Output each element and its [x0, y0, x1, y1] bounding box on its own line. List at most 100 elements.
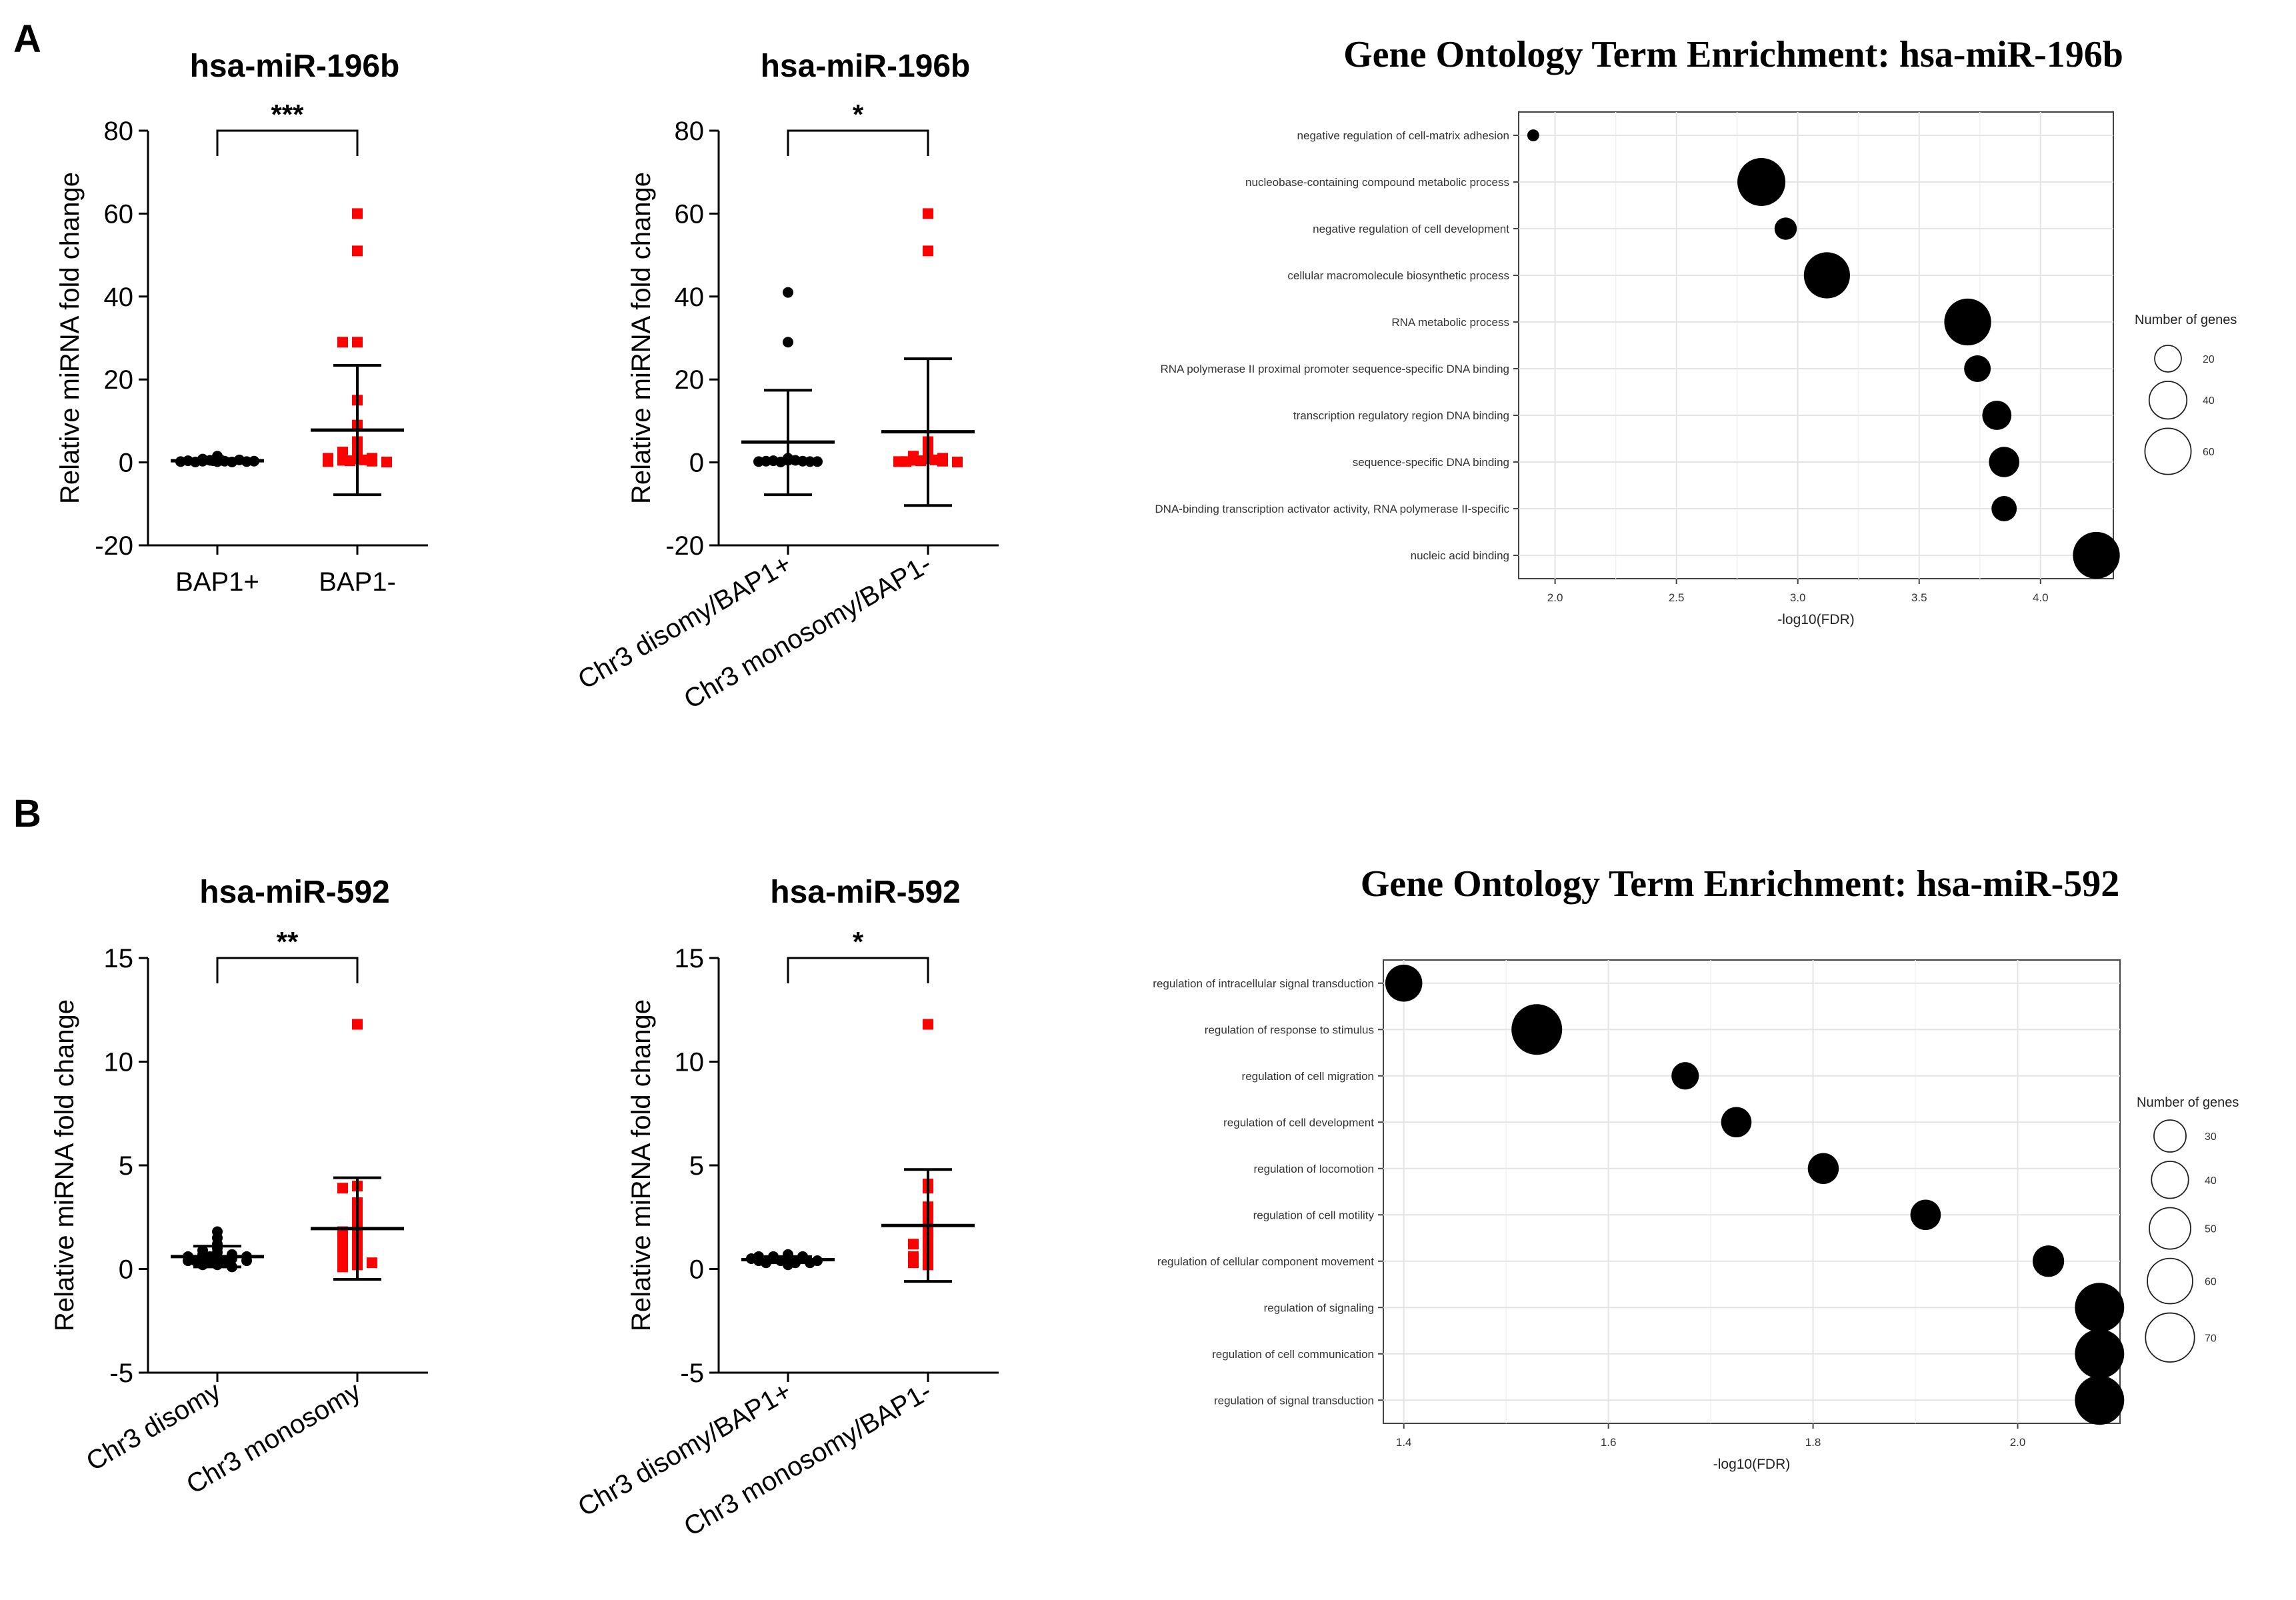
- legend-key: [2154, 345, 2182, 373]
- data-point: [930, 454, 941, 465]
- y-tick-label: 0: [119, 1255, 133, 1285]
- x-tick-label: 3.0: [1790, 591, 1806, 604]
- go-term-label: regulation of cell development: [1223, 1116, 1374, 1129]
- bubble: [2075, 1375, 2125, 1425]
- legend-label: 60: [2205, 1277, 2217, 1288]
- significance-bracket: [787, 957, 929, 983]
- y-tick-label: 20: [675, 365, 705, 395]
- bubble: [1944, 298, 1991, 346]
- legend-key: [2153, 1119, 2187, 1153]
- data-point: [367, 1257, 377, 1269]
- bubble: [1721, 1107, 1752, 1138]
- group-1: [311, 1019, 404, 1281]
- bubble: [1807, 1153, 1839, 1184]
- bubble: [1982, 401, 2012, 430]
- data-point: [901, 456, 911, 467]
- legend-key: [2147, 1257, 2193, 1305]
- x-tick-label: 1.6: [1601, 1436, 1617, 1449]
- bubble-chart-go2: Gene Ontology Term Enrichment: hsa-miR-5…: [1153, 863, 2239, 1472]
- group-1: [311, 208, 404, 497]
- data-point: [952, 456, 963, 467]
- legend-label: 40: [2205, 1175, 2217, 1187]
- chart-title: Gene Ontology Term Enrichment: hsa-miR-5…: [1361, 863, 2120, 905]
- bubble: [1910, 1199, 1941, 1231]
- dotplot-b1: hsa-miR-592 -5 0 5 10 15 Relative miRNA fold c…: [50, 875, 428, 1500]
- bubble: [2075, 1283, 2125, 1333]
- data-point: [337, 337, 348, 348]
- go-term-label: regulation of response to stimulus: [1205, 1023, 1374, 1036]
- bubble: [1991, 496, 2017, 521]
- legend-title: Number of genes: [2135, 313, 2237, 327]
- x-tick-label: 1.8: [1805, 1436, 1821, 1449]
- data-point: [783, 287, 793, 298]
- group-1: [881, 1019, 975, 1283]
- group-0: [741, 287, 835, 497]
- go-term-label: negative regulation of cell-matrix adhes…: [1297, 129, 1509, 142]
- y-tick-label: 0: [119, 449, 133, 478]
- data-point: [783, 337, 793, 348]
- bubble: [1803, 252, 1850, 299]
- bubble: [1671, 1062, 1699, 1090]
- x-tick-label: Chr3 monosomy/BAP1-: [679, 1377, 937, 1542]
- legend-key: [2151, 1161, 2189, 1199]
- x-axis-label: -log10(FDR): [1713, 1457, 1791, 1472]
- y-tick-label: 0: [689, 1255, 704, 1285]
- y-tick-label: 10: [104, 1048, 134, 1077]
- bubble: [1511, 1004, 1563, 1055]
- bubble: [2073, 531, 2120, 579]
- data-point: [923, 1019, 933, 1030]
- x-tick-label: BAP1+: [175, 567, 259, 597]
- data-point: [790, 455, 801, 466]
- legend-key: [2144, 427, 2192, 475]
- chart-title: hsa-miR-196b: [190, 49, 400, 84]
- y-axis-label: Relative miRNA fold change: [55, 172, 85, 504]
- significance-label: *: [853, 99, 864, 130]
- data-point: [345, 455, 355, 467]
- significance-label: *: [853, 926, 864, 957]
- y-tick-label: 80: [104, 117, 134, 146]
- y-tick-label: 15: [104, 944, 134, 973]
- bubble: [1527, 129, 1539, 141]
- data-point: [775, 456, 786, 467]
- legend-label: 70: [2205, 1333, 2217, 1344]
- group-0: [171, 451, 264, 467]
- y-tick-label: 60: [675, 199, 705, 229]
- go-term-label: nucleobase-containing compound metabolic…: [1245, 176, 1509, 189]
- x-tick-label: 2.5: [1669, 591, 1685, 604]
- go-term-label: regulation of intracellular signal trans…: [1153, 977, 1374, 990]
- data-point: [352, 337, 363, 348]
- go-term-label: sequence-specific DNA binding: [1353, 456, 1509, 469]
- x-tick-label: 1.4: [1396, 1436, 1412, 1449]
- x-tick-label: 2.0: [1547, 591, 1563, 604]
- y-axis-label: Relative miRNA fold change: [627, 999, 656, 1331]
- data-point: [352, 208, 363, 219]
- data-point: [923, 208, 933, 219]
- data-point: [805, 456, 815, 467]
- data-point: [337, 1261, 348, 1273]
- y-tick-label: 80: [675, 117, 705, 146]
- y-axis-label: Relative miRNA fold change: [627, 172, 656, 504]
- group-0: [171, 1226, 264, 1273]
- go-term-label: transcription regulatory region DNA bind…: [1293, 409, 1509, 422]
- y-tick-label: 40: [104, 283, 134, 312]
- x-tick-label: 2.0: [2010, 1436, 2026, 1449]
- go-term-label: cellular macromolecule biosynthetic proc…: [1287, 269, 1509, 282]
- significance-bracket: [216, 957, 359, 983]
- go-term-label: regulation of cellular component movemen…: [1157, 1255, 1374, 1268]
- data-point: [359, 454, 370, 465]
- x-tick-label: 3.5: [1911, 591, 1927, 604]
- significance-bracket: [216, 129, 359, 156]
- bubble: [1737, 158, 1786, 206]
- dotplot-a1: hsa-miR-196b -20 0 20 40 60 80 Relative miRNA f…: [55, 49, 428, 597]
- legend-key: [2149, 1207, 2191, 1250]
- data-point: [923, 245, 933, 257]
- legend-label: 30: [2205, 1131, 2217, 1143]
- bubble: [2032, 1245, 2065, 1277]
- go-term-label: negative regulation of cell development: [1313, 223, 1509, 235]
- bubble: [1385, 964, 1423, 1002]
- data-point: [812, 456, 823, 467]
- data-point: [352, 245, 363, 257]
- bubble: [2075, 1329, 2125, 1379]
- chart-title: hsa-miR-592: [199, 875, 389, 910]
